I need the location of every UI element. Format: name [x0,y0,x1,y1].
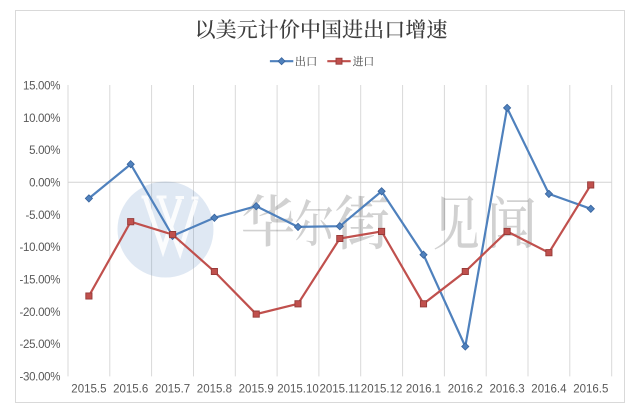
svg-text:2015.10: 2015.10 [277,383,319,395]
svg-text:2016.3: 2016.3 [490,383,525,395]
svg-text:15.00%: 15.00% [23,81,60,93]
svg-text:2015.11: 2015.11 [319,383,360,395]
svg-text:2015.12: 2015.12 [361,383,403,395]
svg-text:-15.00%: -15.00% [19,274,60,286]
svg-text:5.00%: 5.00% [29,145,60,157]
svg-text:-25.00%: -25.00% [19,339,60,351]
svg-text:-5.00%: -5.00% [26,210,61,222]
svg-text:-30.00%: -30.00% [19,371,60,383]
svg-text:2016.2: 2016.2 [448,383,483,395]
svg-text:2015.7: 2015.7 [155,383,190,395]
svg-text:-10.00%: -10.00% [19,242,60,254]
svg-text:2015.6: 2015.6 [113,383,148,395]
svg-text:2016.4: 2016.4 [531,383,567,395]
svg-text:0.00%: 0.00% [29,178,60,190]
svg-text:2016.1: 2016.1 [406,383,441,395]
svg-text:2015.5: 2015.5 [71,383,106,395]
svg-text:2015.9: 2015.9 [239,383,274,395]
svg-text:-20.00%: -20.00% [19,307,60,319]
svg-text:2016.5: 2016.5 [573,383,608,395]
svg-text:10.00%: 10.00% [23,113,60,125]
svg-text:2015.8: 2015.8 [197,383,232,395]
